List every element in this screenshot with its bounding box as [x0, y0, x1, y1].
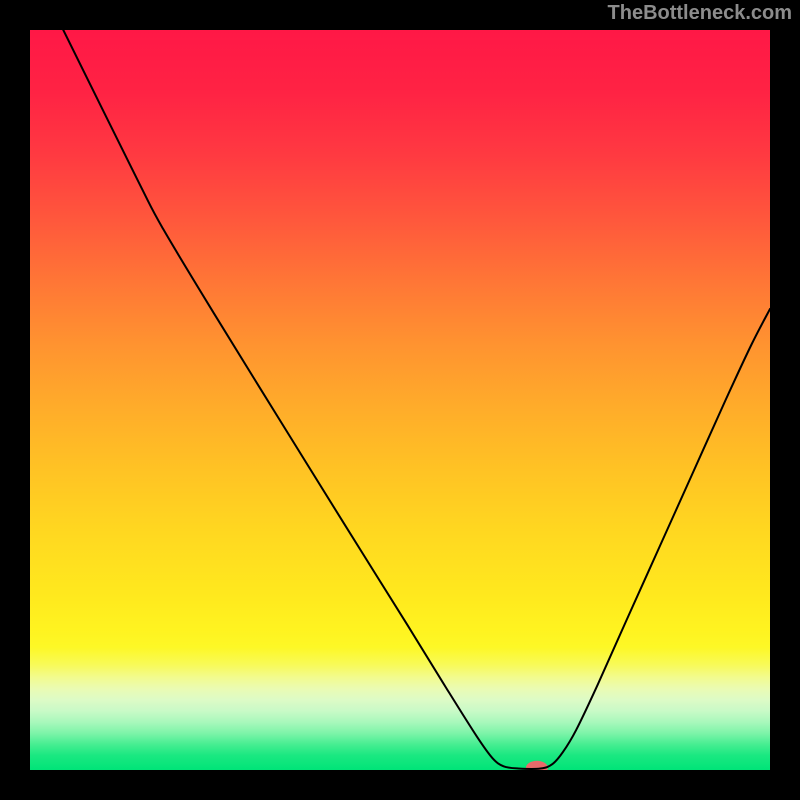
plot-background	[30, 30, 770, 770]
chart-container: TheBottleneck.com	[0, 0, 800, 800]
plot-area	[30, 30, 770, 770]
watermark-text: TheBottleneck.com	[608, 2, 792, 25]
